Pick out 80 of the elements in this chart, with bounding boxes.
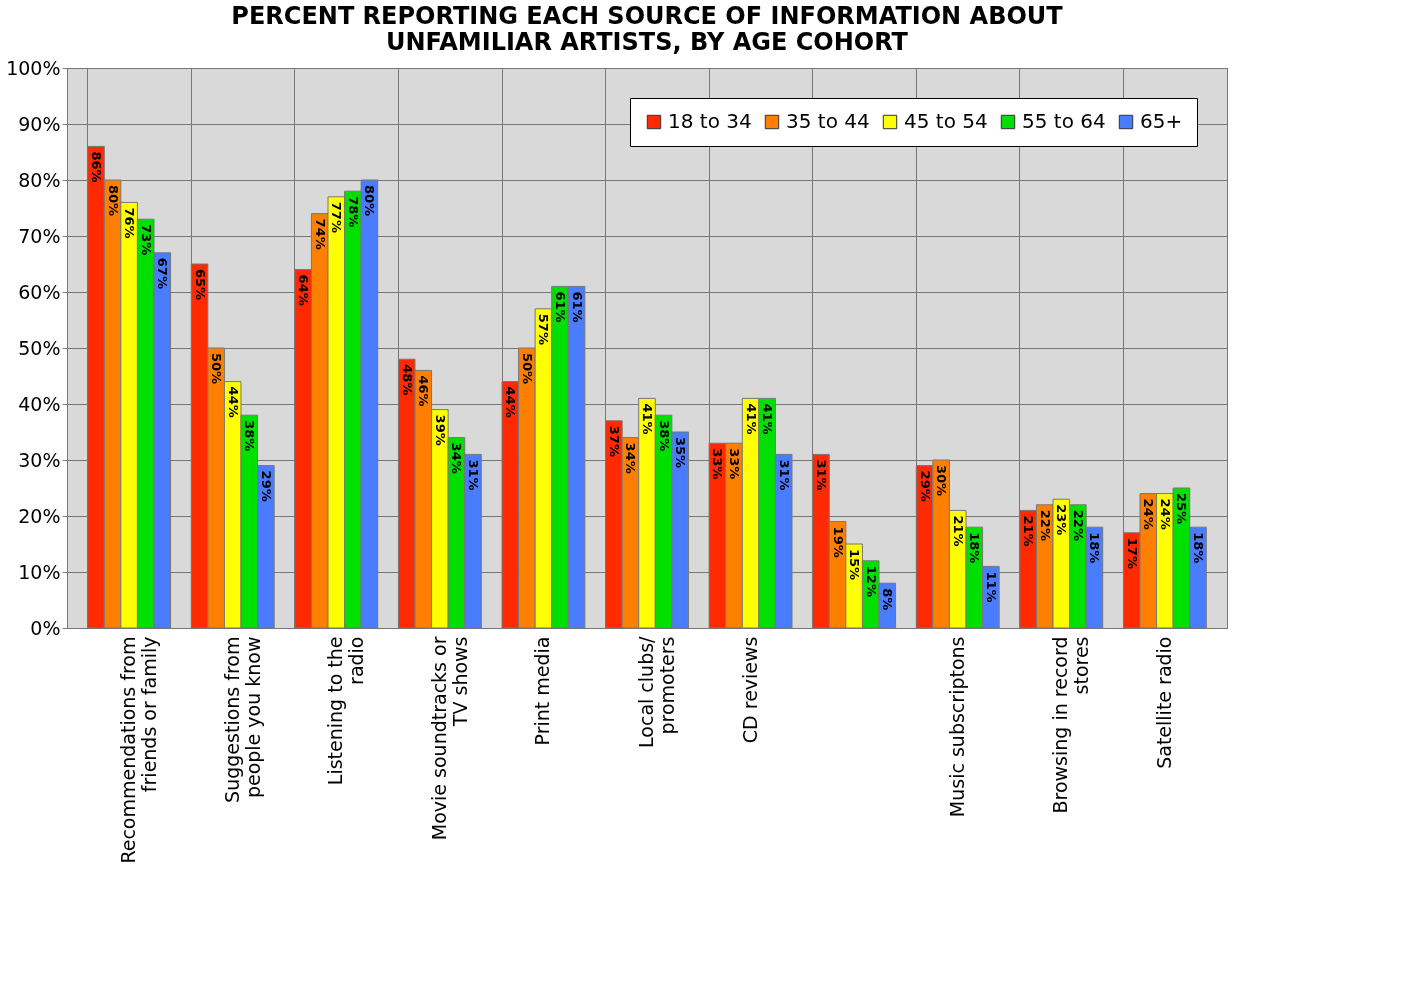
x-tick-label: Music subscriptons [945, 636, 968, 818]
data-label: 64% [296, 274, 312, 306]
y-tick-label: 20% [18, 504, 61, 527]
data-label: 22% [1070, 509, 1086, 541]
legend-label: 35 to 44 [786, 109, 870, 133]
y-tick-label: 60% [18, 280, 61, 303]
data-label: 29% [258, 470, 274, 502]
x-tick-label: Listening to the radio [324, 636, 368, 786]
data-label: 31% [466, 459, 481, 491]
data-label: 18% [1191, 532, 1206, 564]
data-label: 77% [329, 201, 345, 233]
data-label: 18% [967, 532, 983, 564]
data-label: 41% [640, 403, 655, 435]
y-tick-label: 100% [6, 56, 61, 79]
chart-title: PERCENT REPORTING EACH SOURCE OF INFORMATION ABOUT UNFAMILIAR ARTISTS, BY AGE COHORT [231, 2, 1064, 56]
data-label: 30% [934, 465, 950, 497]
data-label: 29% [917, 470, 933, 502]
data-label: 24% [1141, 498, 1157, 530]
y-tick-label: 40% [18, 392, 61, 415]
data-label: 57% [536, 313, 552, 345]
data-label: 19% [830, 526, 846, 558]
data-label: 41% [760, 403, 776, 435]
data-label: 33% [727, 448, 742, 480]
legend-label: 45 to 54 [904, 109, 988, 133]
data-label: 24% [1157, 498, 1173, 530]
legend-label: 55 to 64 [1022, 109, 1106, 133]
data-label: 37% [606, 425, 622, 457]
data-label: 39% [432, 414, 448, 446]
data-label: 23% [1054, 504, 1070, 536]
legend-label: 65+ [1140, 109, 1183, 133]
data-label: 73% [138, 224, 154, 256]
data-label: 25% [1174, 493, 1190, 525]
data-label: 12% [863, 565, 879, 597]
data-label: 74% [312, 218, 328, 250]
y-tick-label: 0% [30, 616, 61, 639]
data-label: 46% [416, 375, 432, 407]
data-label: 61% [553, 291, 568, 323]
data-label: 50% [209, 353, 225, 385]
data-label: 65% [192, 269, 208, 301]
x-tick-label: Satellite radio [1152, 636, 1175, 769]
data-label: 33% [710, 448, 726, 480]
data-label: 21% [950, 515, 966, 547]
y-tick-label: 10% [18, 560, 61, 583]
data-label: 76% [122, 207, 138, 239]
data-label: 31% [814, 459, 829, 491]
data-label: 67% [155, 257, 171, 289]
y-tick-label: 70% [18, 224, 61, 247]
legend-label: 18 to 34 [668, 109, 752, 133]
data-label: 78% [345, 196, 361, 228]
data-label: 44% [225, 386, 241, 418]
x-tick-label: Local clubs/ promoters [635, 635, 678, 748]
data-label: 8% [880, 588, 896, 611]
data-label: 35% [673, 437, 689, 469]
x-tick-label: Print media [531, 636, 554, 746]
y-tick-label: 80% [18, 168, 61, 191]
data-label: 15% [847, 549, 863, 581]
data-label: 80% [105, 185, 121, 217]
data-label: 31% [776, 459, 792, 491]
x-tick-label: CD reviews [738, 636, 761, 744]
data-label: 11% [983, 571, 999, 603]
data-label: 50% [519, 353, 535, 385]
data-label: 61% [569, 291, 585, 323]
data-label: 44% [503, 386, 519, 418]
data-label: 17% [1124, 537, 1140, 569]
data-label: 41% [743, 403, 759, 435]
data-label: 34% [623, 442, 639, 474]
data-label: 80% [362, 185, 378, 217]
data-label: 22% [1037, 509, 1053, 541]
x-tick-label: Recommendations from friends or family [117, 636, 161, 864]
y-tick-label: 90% [18, 112, 61, 135]
data-label: 18% [1087, 532, 1103, 564]
data-label: 38% [242, 420, 258, 452]
data-label: 21% [1021, 515, 1037, 547]
y-tick-label: 30% [18, 448, 61, 471]
data-label: 86% [89, 151, 104, 183]
data-label: 48% [399, 364, 415, 396]
x-tick-label: Browsing in record stores [1049, 636, 1093, 814]
y-tick-label: 50% [18, 336, 61, 359]
data-label: 34% [449, 442, 465, 474]
data-label: 38% [656, 420, 672, 452]
